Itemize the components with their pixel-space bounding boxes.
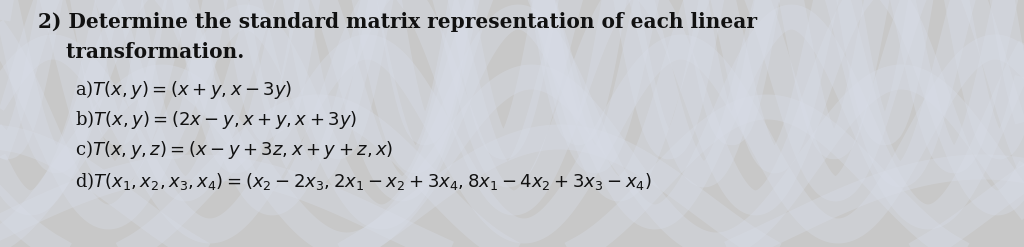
- Text: transformation.: transformation.: [38, 42, 245, 62]
- Text: a)$T(x, y) = (x + y, x - 3y)$: a)$T(x, y) = (x + y, x - 3y)$: [75, 78, 293, 101]
- Text: 2) Determine the standard matrix representation of each linear: 2) Determine the standard matrix represe…: [38, 12, 757, 32]
- Text: c)$T(x, y, z) = (x - y + 3z, x + y + z, x)$: c)$T(x, y, z) = (x - y + 3z, x + y + z, …: [75, 138, 393, 161]
- Text: d)$T(x_1, x_2, x_3, x_4) = (x_2 - 2x_3, 2x_1 - x_2 + 3x_4, 8x_1 - 4x_2 + 3x_3 - : d)$T(x_1, x_2, x_3, x_4) = (x_2 - 2x_3, …: [75, 170, 652, 192]
- Text: b)$T(x, y) = (2x - y, x + y, x + 3y)$: b)$T(x, y) = (2x - y, x + y, x + 3y)$: [75, 108, 357, 131]
